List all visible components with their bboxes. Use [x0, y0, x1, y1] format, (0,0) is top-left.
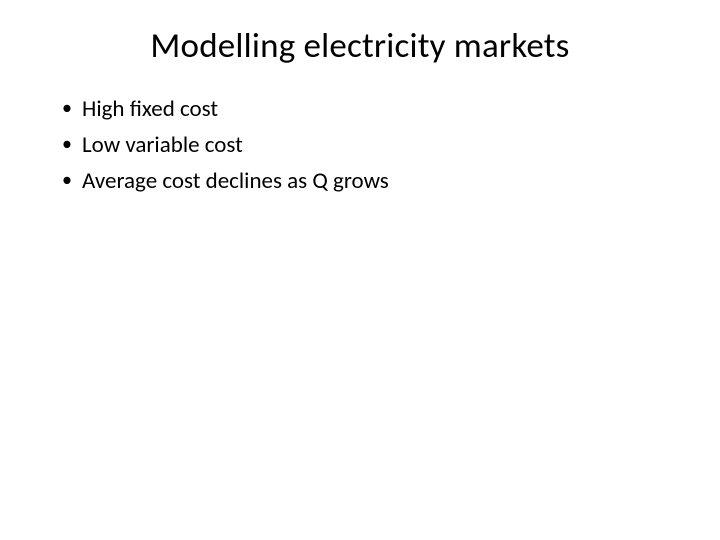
list-item: Average cost declines as Q grows	[60, 167, 670, 197]
list-item: Low variable cost	[60, 131, 670, 161]
slide-title: Modelling electricity markets	[50, 25, 670, 67]
bullet-list: High fixed cost Low variable cost Averag…	[50, 95, 670, 197]
list-item: High fixed cost	[60, 95, 670, 125]
slide-container: Modelling electricity markets High fixed…	[0, 0, 720, 540]
